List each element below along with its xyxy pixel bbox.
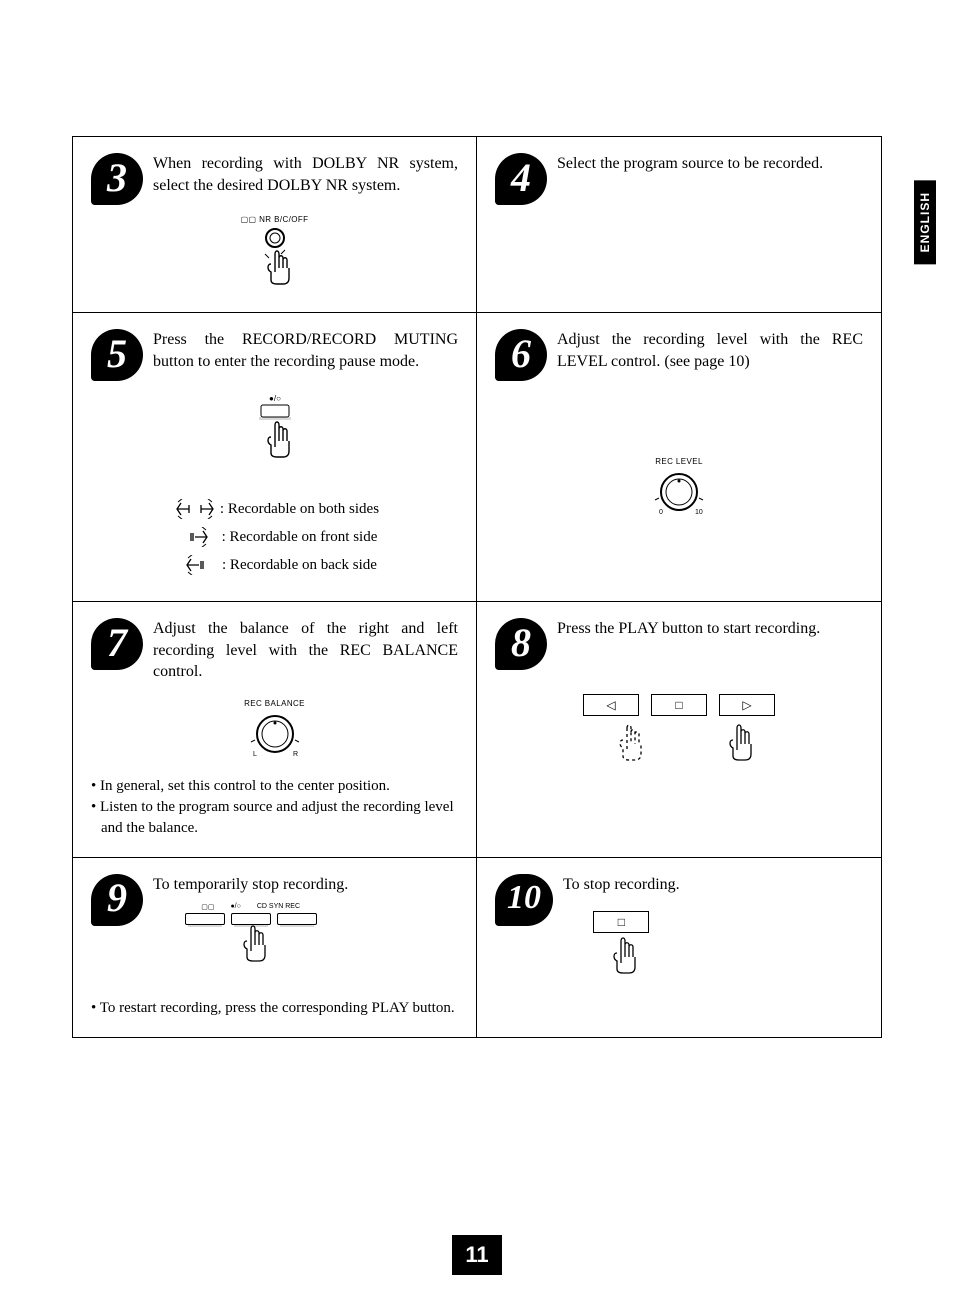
step-9-notes: • To restart recording, press the corres…	[91, 998, 458, 1019]
svg-text:●/○: ●/○	[269, 394, 281, 403]
btn-label-c: CD SYN REC	[257, 903, 300, 911]
record-button-icon: ●/○	[235, 391, 315, 481]
step-badge-10: 10	[495, 874, 553, 926]
step-text-10: To stop recording.	[563, 874, 680, 896]
step-text-3: When recording with DOLBY NR system, sel…	[153, 153, 458, 196]
step-7-notes: • In general, set this control to the ce…	[91, 776, 458, 839]
stop-button[interactable]: □	[651, 694, 707, 716]
both-sides-icon	[170, 499, 220, 519]
svg-text:L: L	[253, 751, 257, 758]
back-side-icon	[172, 555, 222, 575]
stop-hand-icon	[591, 933, 651, 993]
btn-label-b: ●/○	[230, 903, 240, 911]
rec-balance-knob-icon: L R	[245, 708, 305, 758]
step-5: 5 Press the RECORD/RECORD MUTING button …	[73, 313, 477, 602]
stop-recording-button[interactable]: □	[593, 911, 649, 933]
step-7: 7 Adjust the balance of the right and le…	[73, 602, 477, 858]
step-badge-4: 4	[495, 153, 547, 205]
legend-both-sides: : Recordable on both sides	[91, 499, 458, 519]
step-text-9: To temporarily stop recording.	[153, 874, 348, 896]
play-hands-icon	[579, 722, 779, 782]
step-badge-7: 7	[91, 618, 143, 670]
rec-balance-label: REC BALANCE	[244, 699, 305, 708]
step-badge-6: 6	[495, 329, 547, 381]
step-4: 4 Select the program source to be record…	[477, 137, 881, 313]
play-reverse-button[interactable]: ◁	[583, 694, 639, 716]
page-number: 11	[452, 1235, 502, 1275]
rec-level-label: REC LEVEL	[649, 457, 709, 466]
step-10: 10 To stop recording. □	[477, 858, 881, 1038]
step-badge-3: 3	[91, 153, 143, 205]
step-badge-9: 9	[91, 874, 143, 926]
dolby-button-label: ▢▢ NR B/C/OFF	[91, 215, 458, 224]
instruction-grid: 3 When recording with DOLBY NR system, s…	[72, 136, 882, 1038]
step-text-5: Press the RECORD/RECORD MUTING button to…	[153, 329, 458, 372]
dolby-button-icon	[245, 224, 305, 294]
step-badge-8: 8	[495, 618, 547, 670]
btn-label-a: ▢▢	[201, 903, 214, 911]
rec-level-knob-icon: 0 10	[649, 466, 709, 516]
front-side-icon	[172, 527, 222, 547]
rec-btn-b[interactable]	[231, 913, 271, 925]
rec-btn-c[interactable]	[277, 913, 317, 925]
legend-front-side: : Recordable on front side	[91, 527, 458, 547]
play-forward-button[interactable]: ▷	[719, 694, 775, 716]
step-8: 8 Press the PLAY button to start recordi…	[477, 602, 881, 858]
step-3: 3 When recording with DOLBY NR system, s…	[73, 137, 477, 313]
legend-back-side: : Recordable on back side	[91, 555, 458, 575]
step-text-6: Adjust the recording level with the REC …	[557, 329, 863, 372]
step-9: 9 To temporarily stop recording. ▢▢ ●/○ …	[73, 858, 477, 1038]
step-badge-5: 5	[91, 329, 143, 381]
svg-text:R: R	[293, 751, 298, 758]
step-text-7: Adjust the balance of the right and left…	[153, 618, 458, 683]
step-text-4: Select the program source to be recorded…	[557, 153, 823, 175]
svg-text:0: 0	[659, 509, 663, 516]
step-text-8: Press the PLAY button to start recording…	[557, 618, 820, 640]
svg-text:10: 10	[695, 509, 703, 516]
pause-hand-icon	[221, 925, 281, 980]
step-6: 6 Adjust the recording level with the RE…	[477, 313, 881, 602]
rec-btn-a[interactable]	[185, 913, 225, 925]
language-tab: ENGLISH	[914, 180, 936, 264]
